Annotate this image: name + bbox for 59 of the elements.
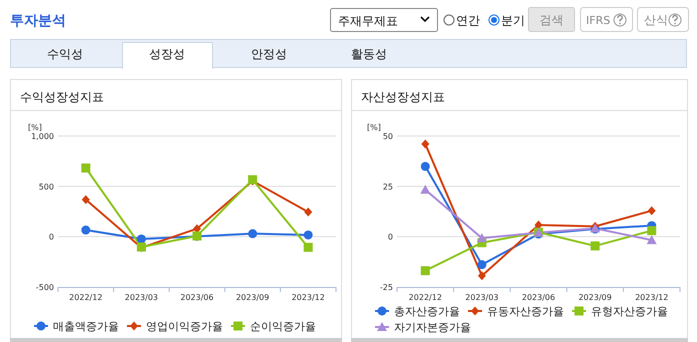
point: [647, 226, 656, 236]
point: [420, 184, 430, 194]
point: [478, 271, 486, 280]
y-tick-label: 1,000: [31, 132, 54, 141]
point: [420, 162, 430, 171]
legend-label: 매출액증가율: [53, 320, 119, 333]
point: [477, 260, 486, 270]
x-tick-label: 2022/12: [408, 293, 442, 302]
text: 투자분석: [10, 13, 66, 29]
x-tick-label: 2023/03: [465, 293, 499, 302]
point: [421, 140, 430, 149]
text: 활동성: [351, 47, 387, 61]
chart-title: 자산성장성지표: [361, 90, 445, 104]
point: [420, 266, 430, 276]
point: [81, 164, 90, 173]
point: [81, 226, 90, 235]
y-tick-label: 0: [48, 232, 54, 242]
x-tick-label: 2023/12: [292, 293, 325, 302]
legend-label: 총자산증가율: [394, 305, 460, 318]
point: [648, 206, 656, 216]
point: [248, 229, 258, 238]
x-tick-label: 2023/09: [578, 293, 612, 302]
y-tick-label: -25: [380, 283, 393, 292]
legend-label: 영업이익증가율: [146, 320, 223, 333]
legend-label: 순이익증가율: [250, 320, 316, 333]
text: 검색: [540, 13, 564, 27]
text: 분기: [501, 14, 525, 28]
y-tick-label: 50: [382, 132, 393, 141]
x-tick-label: 2022/12: [69, 293, 102, 302]
x-tick-label: 2023/06: [180, 293, 214, 302]
text: IFRS: [586, 14, 610, 27]
y-tick-label: -500: [36, 283, 54, 292]
legend-label: 유형자산증가율: [591, 305, 668, 318]
text: 산식: [644, 13, 668, 27]
point: [304, 242, 313, 252]
point: [590, 241, 600, 250]
y-axis-title: [%]: [367, 123, 381, 132]
x-tick-label: 2023/09: [236, 293, 270, 302]
legend-label: 자기자본증가율: [394, 321, 471, 334]
text: 주재무제표: [338, 14, 398, 28]
text: 성장성: [149, 47, 185, 61]
text: 안정성: [251, 47, 287, 61]
point: [646, 235, 657, 244]
legend-label: 유동자산증가율: [487, 305, 564, 318]
text: 수익성: [47, 47, 83, 61]
y-tick-label: 500: [38, 182, 54, 192]
point: [136, 234, 146, 244]
point: [304, 208, 312, 217]
x-tick-label: 2023/03: [124, 293, 158, 302]
y-axis-title: [%]: [28, 123, 42, 132]
x-tick-label: 2023/06: [522, 293, 556, 302]
y-tick-label: 0: [388, 232, 393, 242]
point: [304, 230, 313, 240]
chart-title: 수익성장성지표: [20, 90, 104, 104]
x-tick-label: 2023/12: [635, 293, 668, 302]
point: [82, 195, 90, 204]
y-tick-label: 25: [382, 182, 393, 192]
point: [476, 233, 487, 242]
text: 연간: [456, 14, 480, 28]
